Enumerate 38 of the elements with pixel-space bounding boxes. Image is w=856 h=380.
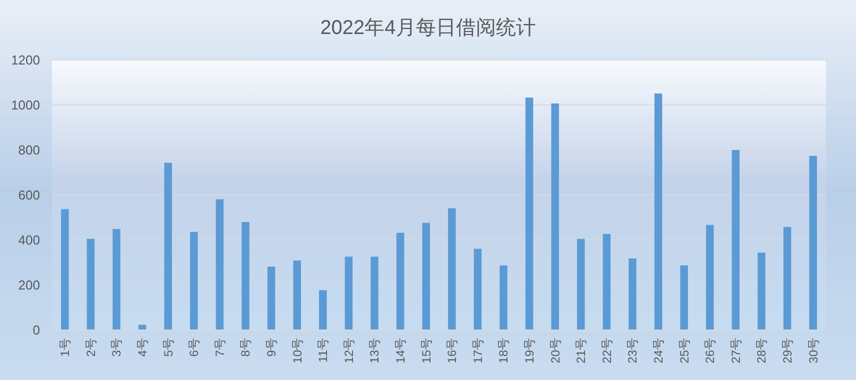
x-tick-label: 7号	[212, 338, 227, 357]
x-tick-label: 23号	[626, 338, 640, 364]
x-tick-label: 25号	[677, 338, 692, 364]
x-tick-label: 1号	[58, 338, 72, 357]
x-tick-label: 17号	[470, 338, 485, 364]
y-tick-label: 400	[18, 232, 40, 248]
x-tick-label: 3号	[110, 338, 124, 357]
x-tick-label: 18号	[496, 338, 511, 364]
x-tick-label: 16号	[445, 338, 460, 364]
x-tick-label: 29号	[780, 338, 794, 364]
x-tick-label: 6号	[187, 338, 202, 357]
x-tick-label: 14号	[394, 338, 408, 364]
x-tick-label: 26号	[703, 338, 718, 364]
y-tick-label: 200	[18, 278, 40, 293]
x-tick-label: 21号	[574, 338, 588, 364]
x-tick-label: 30号	[806, 338, 820, 364]
chart-title: 2022年4月每日借阅统计	[320, 17, 536, 39]
x-tick-label: 15号	[419, 338, 434, 364]
x-tick-label: 10号	[290, 338, 304, 364]
x-tick-label: 9号	[264, 338, 278, 357]
y-tick-label: 1000	[11, 98, 40, 113]
x-tick-label: 5号	[161, 338, 176, 357]
x-tick-label: 13号	[368, 338, 382, 364]
x-tick-label: 22号	[600, 338, 614, 364]
y-tick-label: 600	[18, 188, 40, 203]
y-tick-label: 800	[18, 142, 40, 158]
x-tick-label: 19号	[522, 338, 536, 364]
x-tick-label: 28号	[754, 338, 769, 364]
y-tick-label: 1200	[11, 52, 40, 68]
x-tick-label: 24号	[652, 338, 666, 364]
x-tick-label: 12号	[342, 338, 356, 364]
x-tick-label: 8号	[238, 338, 253, 357]
x-tick-label: 4号	[136, 338, 150, 357]
x-tick-label: 27号	[728, 338, 743, 364]
x-tick-label: 11号	[316, 338, 330, 362]
y-tick-label: 0	[32, 322, 40, 338]
x-tick-label: 20号	[548, 338, 562, 364]
x-tick-label: 2号	[84, 338, 98, 357]
